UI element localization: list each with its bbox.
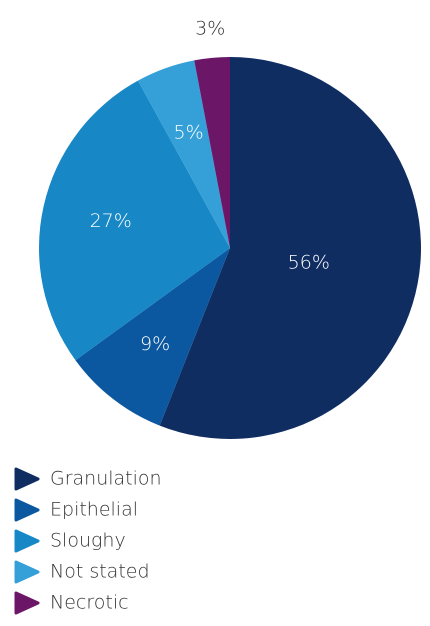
legend-marker xyxy=(14,591,40,615)
slice-label: 56% xyxy=(288,252,330,274)
pie-slice xyxy=(137,60,230,249)
legend-marker xyxy=(14,467,40,491)
legend-label: Necrotic xyxy=(50,592,129,614)
pie-slice xyxy=(38,80,230,361)
slice-label: 3% xyxy=(195,17,225,39)
pie-slice xyxy=(75,248,230,426)
slice-label: 27% xyxy=(90,210,132,232)
legend-label: Epithelial xyxy=(50,499,138,521)
slice-label: 9% xyxy=(140,333,170,355)
pie-slice xyxy=(159,57,421,439)
legend-label: Sloughy xyxy=(50,530,126,552)
pie-slice xyxy=(194,57,230,248)
legend-label: Not stated xyxy=(50,561,150,583)
legend-marker xyxy=(14,529,40,553)
legend-marker xyxy=(14,498,40,522)
slice-label: 5% xyxy=(174,121,204,143)
legend-marker xyxy=(14,560,40,584)
legend-label: Granulation xyxy=(50,468,162,490)
